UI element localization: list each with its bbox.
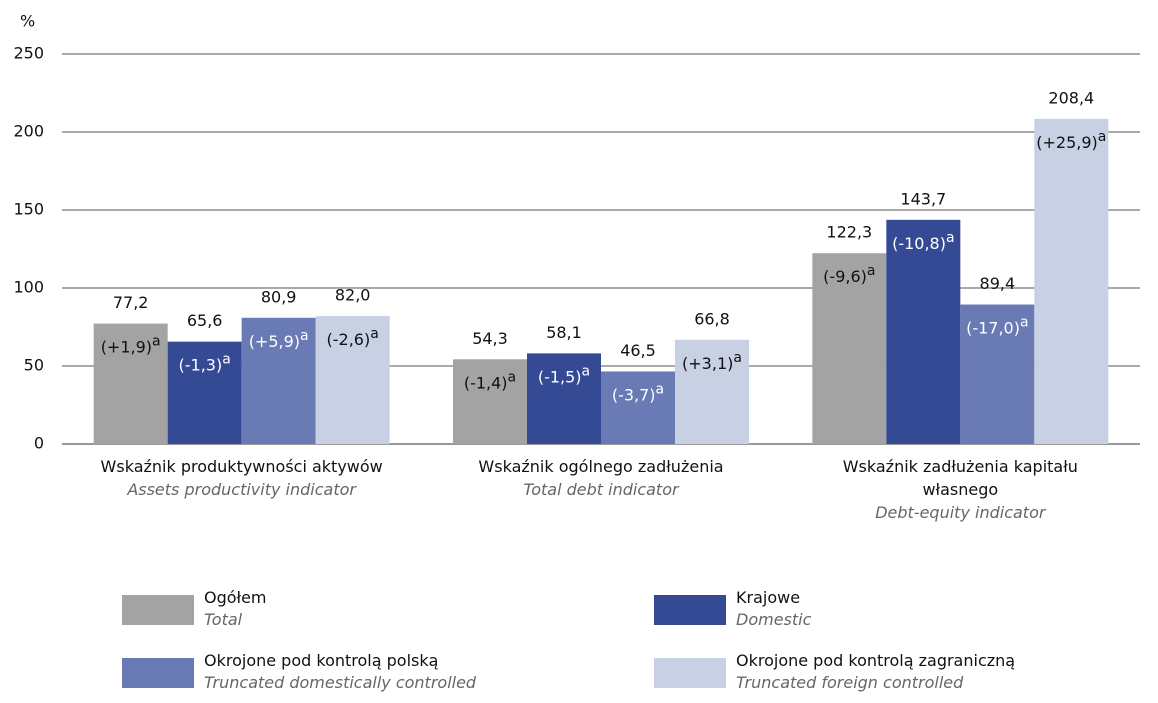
value-label: 46,5	[620, 341, 656, 360]
change-label: (-9,6)a	[823, 263, 875, 286]
bar	[601, 371, 675, 444]
plot: % 05010015020025077,2(+1,9)a65,6(-1,3)a8…	[13, 12, 1140, 453]
change-label: (-1,3)a	[179, 352, 231, 375]
bar	[812, 253, 887, 444]
x-tick-label: Wskaźnik ogólnego zadłużenia Total debt i…	[451, 455, 751, 501]
x-tick-label-en: Debt-equity indicator	[875, 503, 1046, 522]
x-tick-label: Wskaźnik produktywności aktywów Assets pr…	[92, 455, 392, 501]
bar	[1034, 118, 1109, 445]
value-label: 66,8	[694, 309, 730, 328]
bar	[960, 304, 1035, 444]
change-note: a	[152, 334, 161, 350]
legend-name-en: Truncated foreign controlled	[736, 673, 964, 692]
value-label: 208,4	[1048, 88, 1094, 107]
change-label: (+25,9)a	[1036, 129, 1106, 152]
y-tick-label: 250	[13, 44, 44, 63]
change-note: a	[300, 328, 309, 344]
legend-entry: Okrojone pod kontrolą polską Truncated do…	[204, 650, 476, 694]
y-tick-label: 150	[13, 200, 44, 219]
change-text: (-10,8)	[892, 233, 946, 252]
bar	[241, 317, 316, 444]
change-label: (-17,0)a	[966, 315, 1028, 338]
x-tick-label-pl: Wskaźnik produktywności aktywów	[100, 457, 383, 476]
legend-name: Okrojone pod kontrolą zagraniczną	[736, 651, 1016, 670]
x-tick-label-pl: Wskaźnik ogólnego zadłużenia	[478, 457, 724, 476]
y-unit: %	[20, 12, 35, 31]
bar	[453, 359, 527, 444]
change-label: (-2,6)a	[327, 326, 379, 349]
change-text: (+5,9)	[249, 331, 300, 350]
value-label: 122,3	[826, 223, 872, 242]
bar	[167, 341, 242, 444]
change-note: a	[1098, 129, 1107, 145]
value-label: 65,6	[187, 311, 223, 330]
change-note: a	[867, 263, 876, 279]
bar	[93, 323, 168, 444]
value-label: 82,0	[335, 286, 371, 305]
legend-name-en: Total	[204, 610, 243, 629]
value-label: 54,3	[472, 329, 508, 348]
legend-name-en: Domestic	[736, 610, 812, 629]
change-note: a	[733, 350, 742, 366]
change-text: (-3,7)	[612, 385, 656, 404]
y-tick-label: 50	[24, 356, 44, 375]
value-label: 77,2	[113, 293, 149, 312]
change-label: (+1,9)a	[101, 334, 161, 357]
change-note: a	[582, 363, 591, 379]
value-label: 58,1	[546, 323, 582, 342]
y-tick-label: 100	[13, 278, 44, 297]
legend-name-en: Truncated domestically controlled	[204, 673, 477, 692]
legend-name: Krajowe	[736, 588, 801, 607]
legend-name: Ogółem	[204, 588, 267, 607]
change-text: (+25,9)	[1036, 132, 1098, 151]
change-note: a	[370, 326, 379, 342]
change-text: (-1,4)	[464, 373, 508, 392]
bar	[315, 316, 390, 444]
change-note: a	[508, 369, 517, 385]
x-tick-label-en: Total debt indicator	[523, 480, 679, 499]
legend-entry: Ogółem Total	[204, 587, 267, 631]
change-label: (-3,7)a	[612, 381, 664, 404]
bar	[886, 219, 961, 444]
value-label: 89,4	[980, 274, 1016, 293]
x-tick-label: Wskaźnik zadłużenia kapitału własnego Deb…	[810, 455, 1110, 524]
legend-entry: Okrojone pod kontrolą zagraniczną Truncat…	[736, 650, 1015, 694]
legend-swatch	[122, 658, 194, 688]
bar	[675, 339, 749, 444]
change-label: (-10,8)a	[892, 230, 954, 253]
y-tick-label: 200	[13, 122, 44, 141]
change-text: (-1,5)	[538, 367, 582, 386]
change-label: (-1,4)a	[464, 369, 516, 392]
change-text: (-2,6)	[327, 330, 371, 349]
legend-swatch	[122, 595, 194, 625]
change-note: a	[1020, 315, 1029, 331]
change-note: a	[946, 230, 955, 246]
value-label: 80,9	[261, 287, 297, 306]
legend-swatch	[654, 595, 726, 625]
change-note: a	[222, 352, 231, 368]
y-tick-label: 0	[34, 434, 44, 453]
legend-name: Okrojone pod kontrolą polską	[204, 651, 439, 670]
change-text: (-9,6)	[823, 267, 867, 286]
value-label: 143,7	[900, 189, 946, 208]
change-label: (+3,1)a	[682, 350, 742, 373]
change-label: (+5,9)a	[249, 328, 309, 351]
legend-entry: Krajowe Domestic	[736, 587, 811, 631]
bar	[527, 353, 601, 444]
change-text: (+1,9)	[101, 337, 152, 356]
x-tick-label-en: Assets productivity indicator	[127, 480, 356, 499]
change-note: a	[656, 381, 665, 397]
change-text: (+3,1)	[682, 353, 733, 372]
change-label: (-1,5)a	[538, 363, 590, 386]
change-text: (-1,3)	[179, 355, 223, 374]
change-text: (-17,0)	[966, 318, 1020, 337]
x-tick-label-pl: Wskaźnik zadłużenia kapitału własnego	[842, 457, 1078, 499]
legend-swatch	[654, 658, 726, 688]
